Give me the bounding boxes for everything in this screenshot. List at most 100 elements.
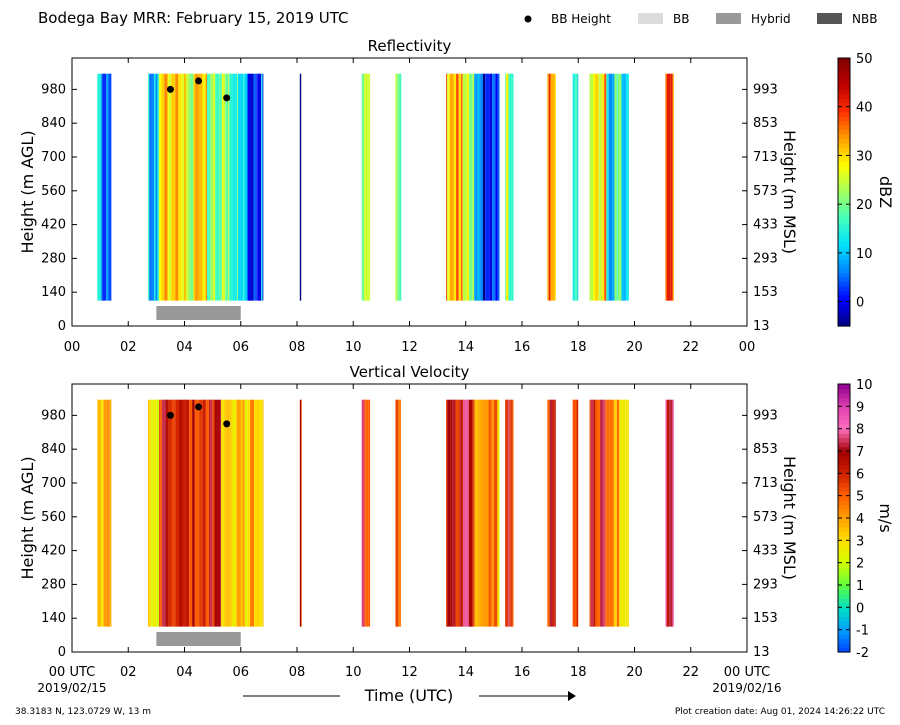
heatmap-stripe [182,399,186,627]
colorbar-segment [838,129,850,135]
colorbar-segment [838,504,850,510]
heatmap-stripe [594,73,599,301]
heatmap-stripe [395,399,399,627]
heatmap-stripe [670,73,673,301]
colorbar-tick-label: 4 [856,512,864,527]
heatmap-stripe [669,399,673,627]
heatmap-stripe [398,399,401,627]
y-tick-label-right: 13 [753,319,770,334]
heatmap-stripe [205,73,207,301]
heatmap-stripe [665,399,667,627]
heatmap-stripe [485,73,490,301]
colorbar-segment [838,178,850,184]
rain-period-band [505,399,514,627]
colorbar: -2 -1 0 1 2 3 4 5 6 7 8 9 10 m/s [837,378,895,661]
rain-period-band [505,73,514,301]
legend-swatch-nbb [817,13,842,24]
heatmap-stripe [243,73,245,301]
colorbar-segment [838,62,850,68]
colorbar-segment [838,459,850,465]
y-tick-label: 560 [41,184,66,199]
heatmap-stripe [453,73,457,301]
colorbar-segment [838,397,850,403]
y-axis-label-right: Height (m MSL) [780,456,799,580]
colorbar-segment [838,415,850,421]
heatmap-stripe [446,399,448,627]
rain-period-band [474,73,500,301]
heatmap-stripe [589,73,593,301]
y-tick-label: 0 [58,645,66,660]
rain-period-band [446,73,464,301]
colorbar-tick-label: 7 [856,445,864,460]
y-tick-label-right: 293 [753,577,778,592]
heatmap-stripe [480,73,483,301]
colorbar-segment [838,111,850,117]
heatmap-stripe [149,73,152,301]
colorbar-segment [838,107,850,113]
heatmap-stripe [224,399,228,627]
heatmap-stripe [101,73,103,301]
heatmap-stripe [477,73,481,301]
heatmap-stripe [175,73,179,301]
heatmap-stripe [493,399,498,627]
colorbar-tick-label: 10 [856,378,873,393]
x-tick-label: 02 [120,665,137,680]
heatmap-stripe [242,399,245,627]
colorbar-tick-label: 0 [856,296,864,311]
heatmap-stripe [242,73,244,301]
colorbar-segment [838,477,850,483]
rain-period-band [361,73,371,301]
heatmap-stripe [484,399,489,627]
colorbar-segment [838,75,850,81]
heatmap-stripe [97,399,102,627]
heatmap-stripe [154,73,156,301]
colorbar-segment [838,303,850,309]
y-tick-label-right: 713 [753,150,778,165]
heatmap-stripe [466,73,469,301]
colorbar-segment [838,531,850,537]
heatmap-stripe [172,399,176,627]
colorbar-segment [838,638,850,644]
heatmap-stripe [593,399,596,627]
heatmap-stripe [250,399,255,627]
legend-label-hybrid: Hybrid [751,12,791,26]
colorbar: 0 10 20 30 40 50 dBZ [837,52,895,327]
colorbar-segment [838,451,850,457]
rain-period-band [547,399,556,627]
heatmap-stripe [189,399,193,627]
heatmap-stripe [244,399,248,627]
colorbar-segment [838,392,850,398]
heatmap-stripe [548,73,551,301]
heatmap-stripe [244,73,248,301]
rain-period-band [589,73,607,301]
heatmap-stripe [472,399,474,627]
colorbar-segment [838,406,850,412]
x-tick-label: 18 [570,340,587,355]
colorbar-segment [838,401,850,407]
heatmap-stripe [181,73,184,301]
colorbar-segment [838,227,850,233]
date-right-label: 2019/02/16 [712,681,781,695]
colorbar-segment [838,526,850,532]
colorbar-segment [838,254,850,260]
colorbar-segment [838,558,850,564]
heatmap-stripe [149,399,152,627]
bb-height-point [223,94,231,102]
colorbar-segment [838,647,850,653]
heatmap-stripe [599,399,604,627]
colorbar-segment [838,549,850,555]
heatmap-stripe [616,73,618,301]
colorbar-segment [838,625,850,631]
x-tick-label: 08 [289,665,306,680]
heatmap-stripe [550,73,555,301]
heatmap-stripe [261,73,263,301]
heatmap-stripe [97,73,102,301]
heatmap-stripe [159,399,161,627]
heatmap-stripe [400,73,402,301]
x-tick-label: 00 [64,340,81,355]
heatmap-stripe [368,73,371,301]
colorbar-segment [838,183,850,189]
heatmap-stripe [151,399,153,627]
heatmap-stripe [157,73,159,301]
